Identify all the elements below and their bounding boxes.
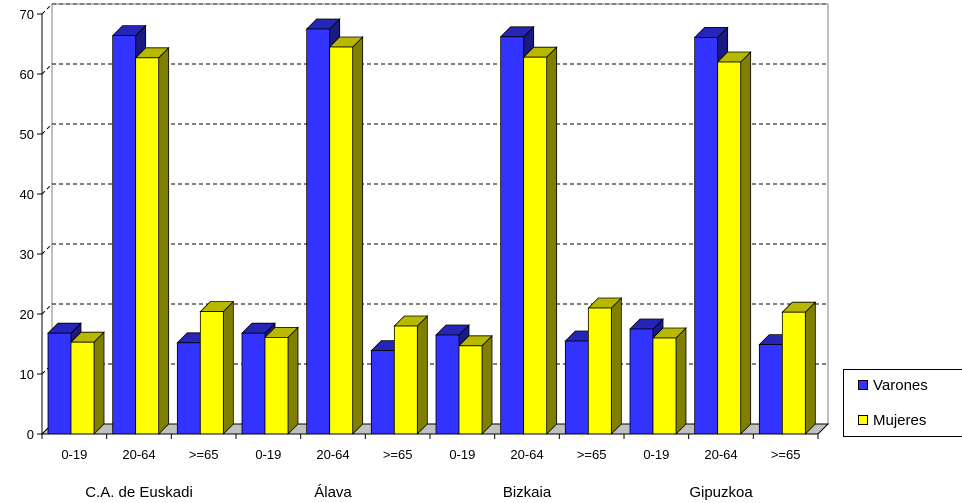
gridline-diagonal: [41, 303, 53, 315]
bar-mujeres-4-0-19: [652, 337, 677, 435]
bar-varones-2->=65: [370, 350, 395, 435]
legend-item-mujeres: Mujeres: [858, 410, 926, 430]
bar-varones-1->=65: [176, 342, 201, 435]
x-tick-label: 20-64: [510, 447, 543, 462]
legend-label-mujeres: Mujeres: [873, 411, 927, 429]
bar-mujeres-3->=65: [587, 307, 612, 435]
bar-side: [546, 46, 558, 435]
x-tick-label: 0-19: [61, 447, 87, 462]
bar-side: [416, 315, 428, 435]
bar-mujeres-2->=65: [393, 325, 418, 435]
bar-varones-2-0-19: [241, 332, 266, 435]
x-tick-label: 20-64: [122, 447, 155, 462]
bar-side: [675, 327, 687, 435]
group-label: C.A. de Euskadi: [85, 484, 193, 501]
x-tick-label: >=65: [383, 447, 413, 462]
bar-mujeres-3-0-19: [458, 345, 483, 435]
legend-swatch-mujeres: [858, 415, 868, 425]
x-tick-label: 0-19: [449, 447, 475, 462]
x-tick-label: >=65: [577, 447, 607, 462]
bar-mujeres-3-20-64: [523, 56, 548, 435]
bar-mujeres-4-20-64: [717, 61, 742, 435]
bar-varones-3-20-64: [500, 36, 525, 435]
bar-varones-2-20-64: [306, 28, 331, 435]
y-tick-label: 70: [20, 7, 34, 22]
bar-varones-3->=65: [564, 340, 589, 435]
bar-mujeres-2-20-64: [329, 46, 354, 435]
gridline-diagonal: [41, 63, 53, 75]
group-label: Álava: [314, 484, 352, 501]
bar-varones-3-0-19: [435, 334, 460, 435]
x-tick-label: 0-19: [643, 447, 669, 462]
bar-mujeres-1-0-19: [70, 341, 95, 435]
bar-mujeres-2-0-19: [264, 336, 289, 435]
bar-varones-4->=65: [758, 344, 783, 435]
gridline-diagonal: [41, 123, 53, 135]
y-tick-label: 10: [20, 367, 34, 382]
gridline-diagonal: [41, 3, 53, 15]
legend-swatch-varones: [858, 380, 868, 390]
bar-side: [481, 334, 493, 435]
x-tick-label: >=65: [771, 447, 801, 462]
bar-varones-4-0-19: [629, 328, 654, 435]
bar-side: [610, 297, 622, 435]
x-tick-label: 20-64: [316, 447, 349, 462]
bar-varones-1-0-19: [47, 332, 72, 435]
legend-item-varones: Varones: [858, 375, 928, 395]
y-tick-label: 20: [20, 307, 34, 322]
x-tick-label: >=65: [189, 447, 219, 462]
group-label: Gipuzkoa: [689, 484, 753, 501]
bar-mujeres-1-20-64: [135, 57, 160, 435]
bar-mujeres-1->=65: [199, 311, 224, 435]
bar-side: [158, 46, 170, 435]
bar-varones-1-20-64: [112, 35, 137, 435]
bar-side: [93, 331, 105, 435]
gridline-diagonal: [41, 363, 53, 375]
y-tick-label: 0: [27, 427, 34, 442]
y-tick-label: 60: [20, 67, 34, 82]
y-tick-label: 40: [20, 187, 34, 202]
bar-mujeres-4->=65: [781, 311, 806, 435]
bar-side: [740, 51, 752, 435]
y-tick-label: 50: [20, 127, 34, 142]
legend: Varones Mujeres: [843, 369, 962, 437]
gridline-diagonal: [41, 183, 53, 195]
bar-varones-4-20-64: [694, 37, 719, 435]
bar-side: [352, 36, 364, 435]
group-label: Bizkaia: [503, 484, 552, 501]
bar-side: [804, 301, 816, 435]
gridline-diagonal: [41, 243, 53, 255]
bar-side: [287, 326, 299, 435]
legend-label-varones: Varones: [873, 376, 928, 394]
x-tick-label: 0-19: [255, 447, 281, 462]
x-tick-label: 20-64: [704, 447, 737, 462]
bar-side: [222, 300, 234, 435]
y-tick-label: 30: [20, 247, 34, 262]
